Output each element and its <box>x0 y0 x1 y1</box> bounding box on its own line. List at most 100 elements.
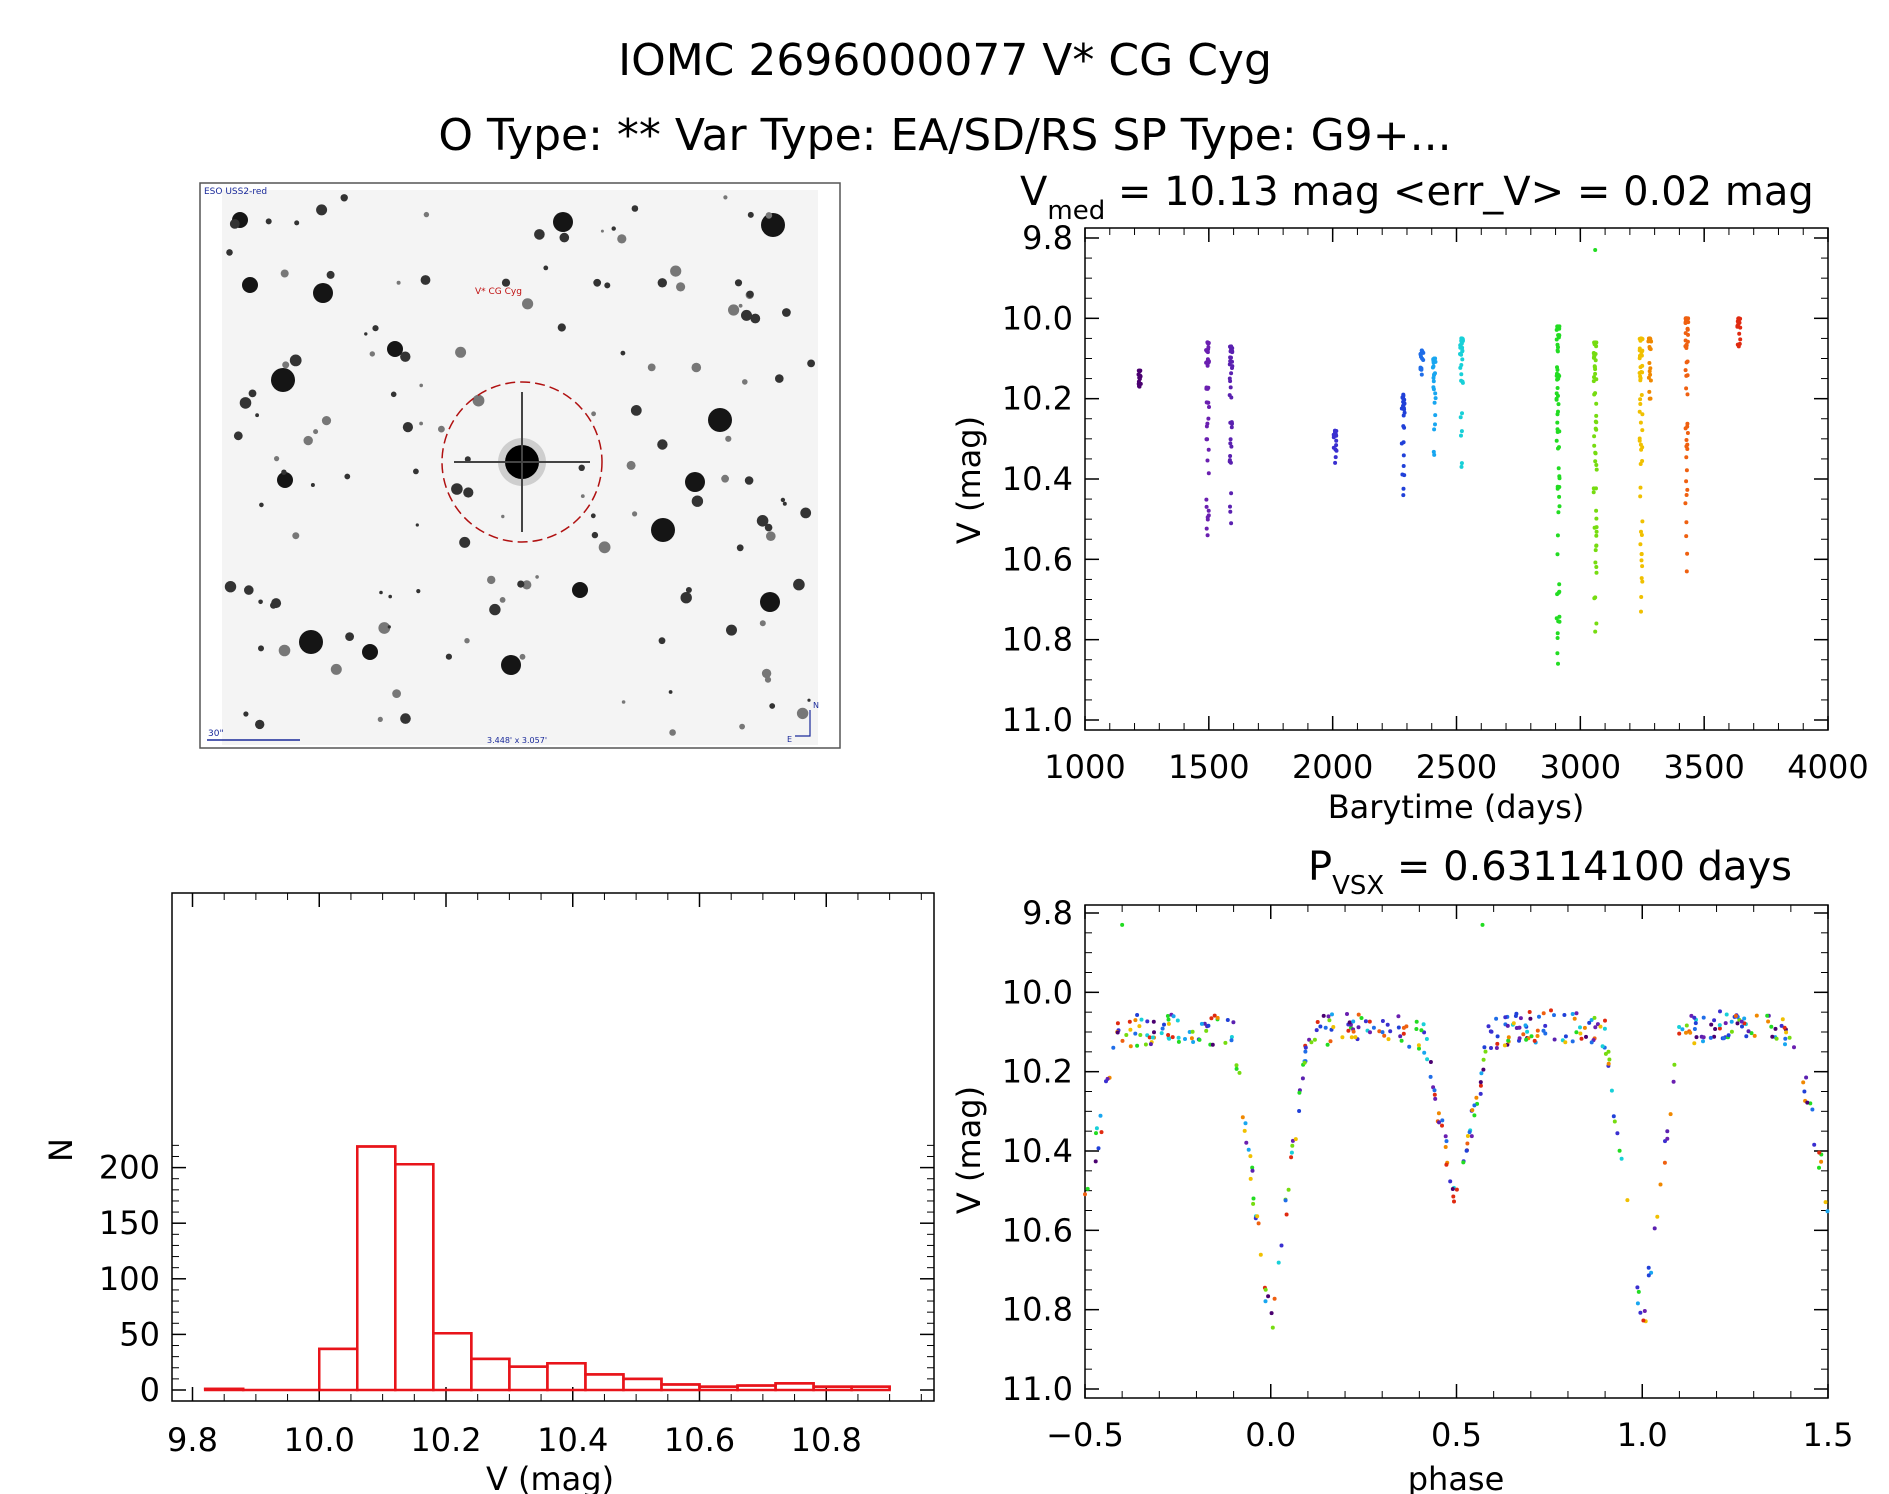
lightcurve-point <box>1557 476 1562 481</box>
lightcurve-point <box>1334 443 1339 448</box>
lightcurve-point <box>1556 345 1560 350</box>
y-tick-label: 10.4 <box>1002 1132 1073 1170</box>
phase-point <box>1665 1136 1670 1141</box>
lightcurve-point <box>1401 403 1405 408</box>
finder-star <box>807 698 811 702</box>
histogram-bar <box>470 1357 511 1392</box>
lightcurve-point <box>1432 452 1437 457</box>
phase-point <box>1143 1042 1148 1047</box>
lightcurve-point <box>1204 504 1209 509</box>
phase-point <box>1638 1310 1643 1315</box>
phase-point <box>1688 1030 1693 1035</box>
lightcurve-point <box>1555 420 1560 425</box>
finder-star <box>316 204 328 216</box>
lightcurve-point <box>1594 463 1599 467</box>
lightcurve-point <box>1648 372 1653 377</box>
lightcurve-point <box>1591 351 1596 355</box>
lightcurve-point <box>1639 529 1643 534</box>
y-tick-label: 10.0 <box>1002 299 1073 337</box>
phase-point <box>1234 1066 1239 1071</box>
phase-point <box>1735 1021 1740 1026</box>
phase-point <box>1469 1134 1474 1139</box>
phase-point <box>1111 1045 1116 1050</box>
lightcurve-point <box>1205 533 1210 538</box>
lightcurve-point <box>1204 348 1209 353</box>
target-circle <box>441 381 603 543</box>
phase-point <box>1598 1024 1603 1029</box>
lightcurve-point <box>1433 422 1437 427</box>
phase-point <box>1223 1040 1228 1045</box>
phase-point <box>1528 1016 1533 1021</box>
phase-point <box>1210 1042 1215 1047</box>
finder-star <box>620 350 626 356</box>
phase-point <box>1817 1150 1822 1155</box>
finder-star <box>750 313 761 324</box>
phase-point <box>1246 1147 1251 1152</box>
lightcurve-phase-ylabel: V (mag) <box>950 1086 988 1214</box>
finder-survey-label: ESO USS2-red <box>204 187 267 197</box>
phase-point <box>1422 1030 1427 1035</box>
phase-point <box>1574 1011 1579 1016</box>
phase-point <box>1444 1139 1449 1144</box>
phase-point <box>1234 1063 1239 1068</box>
phase-point <box>1099 1130 1104 1135</box>
phase-point <box>1443 1134 1448 1139</box>
lightcurve-point <box>1227 393 1232 398</box>
lightcurve-point <box>1557 582 1562 587</box>
lightcurve-point <box>1554 373 1559 378</box>
finder-star <box>590 513 596 519</box>
phase-point <box>1229 1035 1234 1039</box>
lightcurve-point <box>1684 479 1689 484</box>
lightcurve-point <box>1555 386 1560 390</box>
lightcurve-point <box>1637 346 1642 351</box>
lightcurve-point <box>1735 324 1740 328</box>
finder-star <box>282 361 290 369</box>
finder-star <box>501 514 505 519</box>
x-tick-label: 9.8 <box>167 1421 218 1459</box>
lightcurve-point <box>1205 517 1210 522</box>
phase-point <box>1147 1035 1152 1040</box>
finder-star <box>657 278 667 288</box>
phase-outlier-point <box>1120 922 1125 927</box>
phase-point <box>1104 1079 1108 1084</box>
lightcurve-point <box>1401 493 1406 498</box>
lightcurve-point <box>1647 345 1652 349</box>
y-tick-label: 10.8 <box>1002 621 1073 659</box>
lightcurve-point <box>1594 508 1599 513</box>
finder-star <box>691 495 704 507</box>
lightcurve-point <box>1594 570 1599 575</box>
phase-point <box>1502 1043 1507 1048</box>
lightcurve-point <box>1591 490 1596 495</box>
phase-point <box>1300 1076 1305 1081</box>
lightcurve-time-axes: 1000 1500 2000 2500 3000 3500 4000 9.8 10.0 10.2 1… <box>1002 219 1869 786</box>
phase-point <box>1351 1029 1356 1034</box>
finder-star <box>244 585 254 595</box>
finder-star <box>499 597 506 603</box>
phase-point <box>1801 1080 1806 1085</box>
lightcurve-point <box>1593 450 1598 455</box>
lightcurve-point <box>1637 409 1642 414</box>
compass-east-label: E <box>787 735 792 744</box>
phase-point <box>1810 1107 1815 1112</box>
phase-point <box>1321 1013 1326 1018</box>
lightcurve-point <box>1458 365 1463 370</box>
lightcurve-point <box>1594 516 1599 521</box>
phase-point <box>1346 1028 1351 1033</box>
lightcurve-point <box>1683 426 1688 431</box>
lightcurve-point <box>1637 438 1642 443</box>
phase-point <box>1543 1031 1548 1036</box>
lightcurve-point <box>1593 358 1598 363</box>
phase-point <box>1494 1046 1499 1050</box>
phase-point <box>1359 1016 1364 1020</box>
phase-point <box>1396 1025 1401 1030</box>
phase-point <box>1248 1154 1253 1159</box>
y-tick-label: 10.0 <box>1002 973 1073 1011</box>
finder-star <box>400 713 411 724</box>
lightcurve-phase-axes: −0.5 0.0 0.5 1.0 1.5 9.8 10.0 10.2 10.4 10.6 10.8 1… <box>1002 894 1854 1454</box>
phase-point <box>1625 1198 1630 1203</box>
lightcurve-point <box>1228 379 1233 384</box>
histogram-bar <box>698 1385 739 1392</box>
y-tick-label: 50 <box>119 1315 160 1353</box>
lightcurve-point <box>1401 453 1406 458</box>
